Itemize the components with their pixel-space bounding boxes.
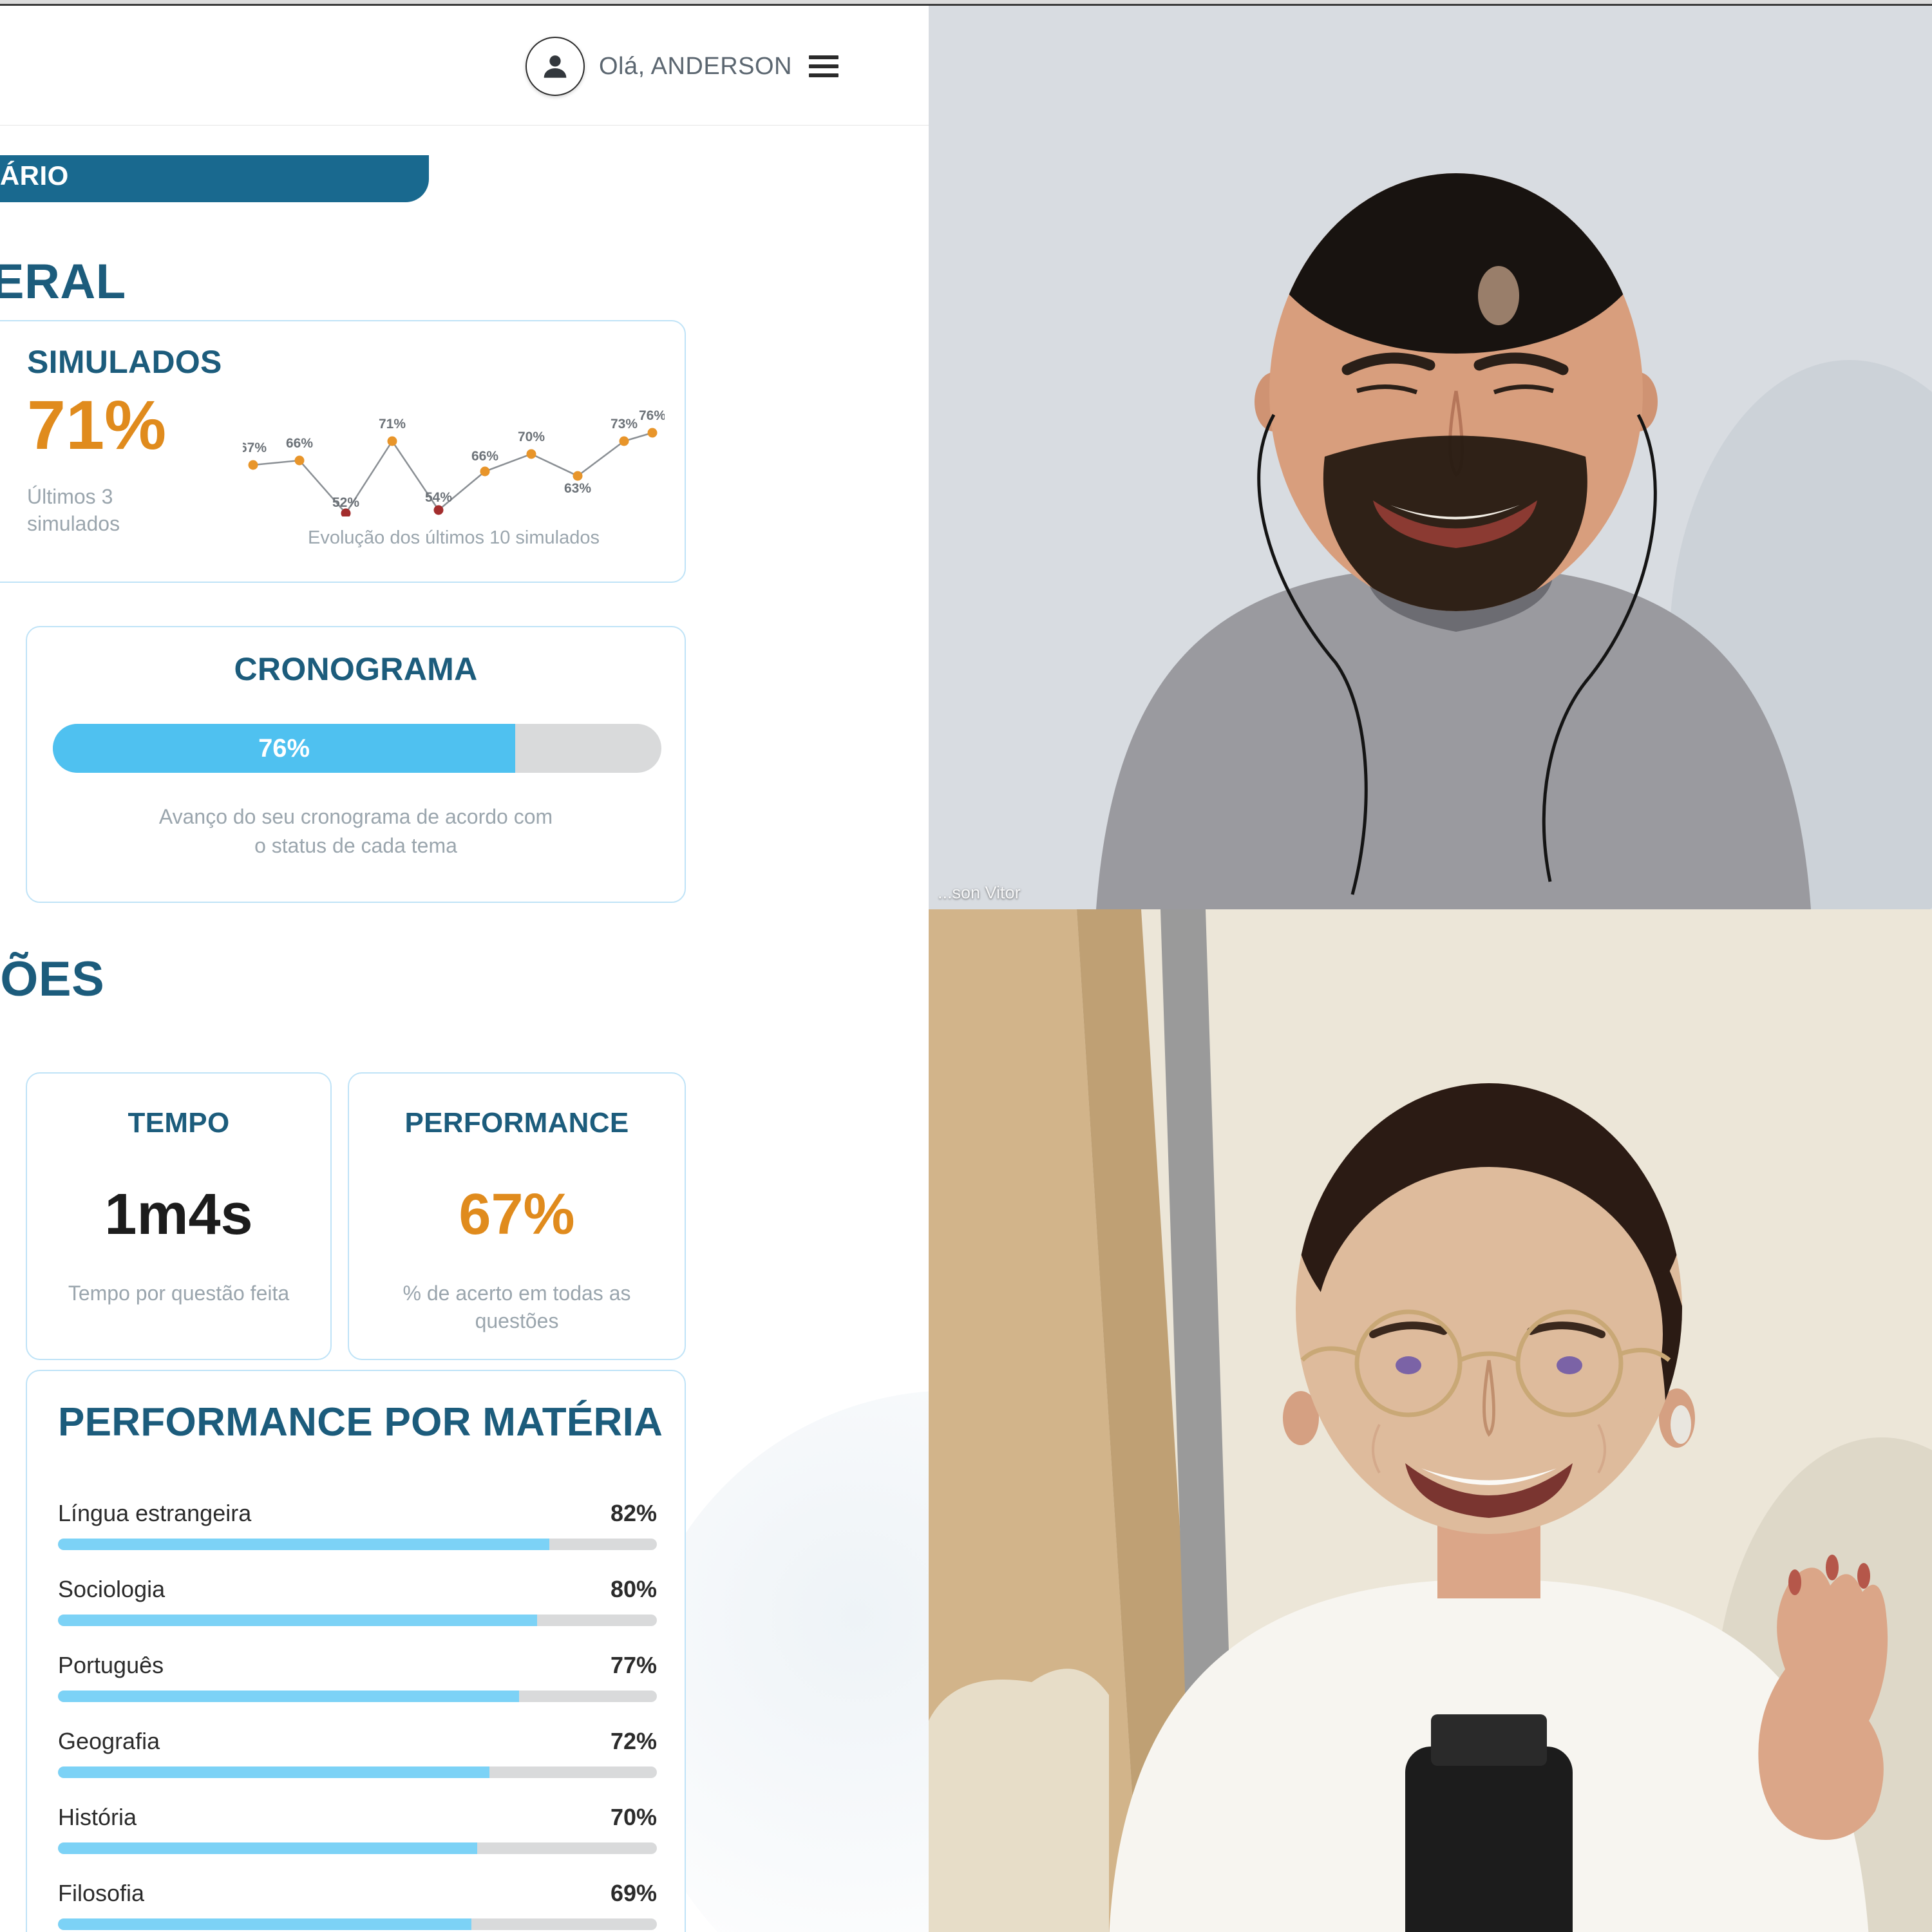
svg-text:76%: 76%	[639, 408, 665, 423]
svg-text:54%: 54%	[425, 490, 452, 505]
svg-text:73%: 73%	[611, 417, 638, 431]
svg-text:63%: 63%	[564, 481, 591, 496]
svg-text:71%: 71%	[379, 417, 406, 431]
svg-text:66%: 66%	[286, 436, 313, 451]
svg-text:66%: 66%	[471, 449, 498, 464]
svg-text:70%: 70%	[518, 430, 545, 444]
svg-text:67%: 67%	[243, 440, 267, 455]
svg-text:52%: 52%	[332, 495, 359, 510]
